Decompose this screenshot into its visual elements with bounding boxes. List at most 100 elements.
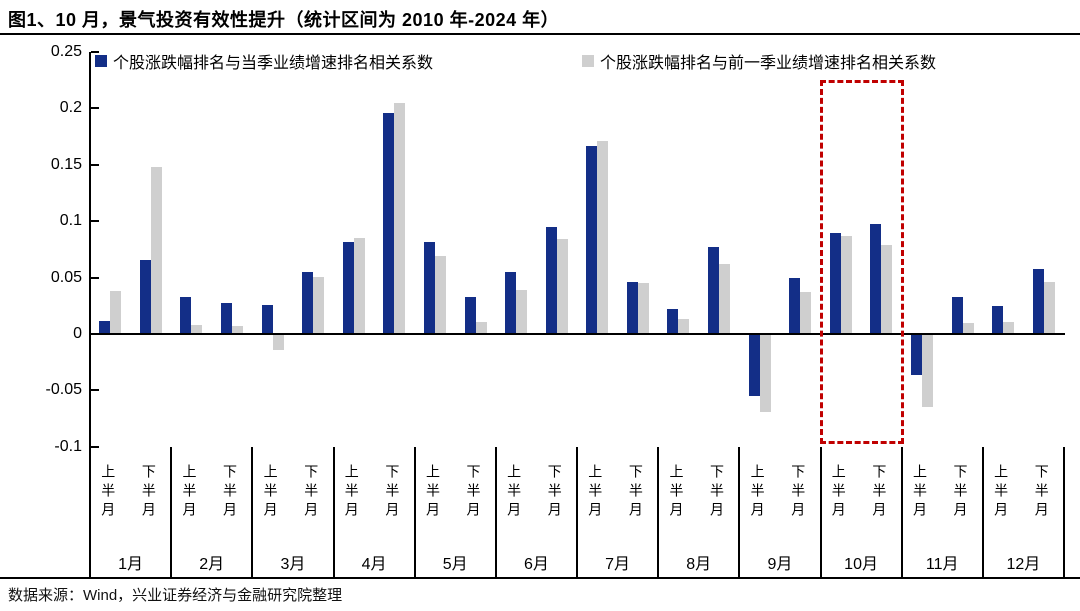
y-axis-tick-label: 0: [73, 325, 82, 342]
month-label: 10月: [844, 556, 878, 573]
bar: [272, 334, 284, 350]
half-month-label: 上半月: [262, 464, 279, 521]
half-month-label: 下半月: [465, 464, 482, 521]
half-month-label: 下半月: [384, 464, 401, 521]
y-axis-tick-label: 0.15: [50, 155, 82, 173]
bar: [475, 321, 487, 333]
chart-title: 图1、10 月，景气投资有效性提升（统计区间为 2010 年-2024 年）: [8, 10, 560, 30]
half-month-label: 下半月: [222, 464, 239, 521]
half-month-label: 上半月: [100, 464, 117, 521]
half-month-label: 上半月: [343, 464, 360, 521]
bar: [597, 141, 609, 333]
half-month-label: 下半月: [1033, 464, 1050, 521]
y-axis-tick: [91, 107, 99, 110]
bar: [748, 334, 760, 397]
bar: [626, 282, 638, 333]
bar: [637, 283, 649, 333]
y-axis-tick-label: -0.1: [54, 437, 82, 455]
bar: [464, 296, 476, 333]
october-highlight-box: [820, 80, 904, 444]
month-separator-line: [251, 447, 254, 578]
legend-swatch-blue: [95, 55, 107, 67]
bar: [261, 304, 273, 333]
legend-swatch-gray: [582, 55, 594, 67]
half-month-label: 上半月: [749, 464, 766, 521]
bar: [881, 245, 893, 333]
half-month-label: 下半月: [709, 464, 726, 521]
bar: [221, 302, 233, 333]
half-month-label: 下半月: [140, 464, 157, 521]
bar: [139, 259, 151, 333]
month-label: 8月: [686, 556, 712, 573]
bar: [99, 320, 111, 333]
half-month-label: 上半月: [668, 464, 685, 521]
bar: [759, 334, 771, 412]
month-label: 5月: [442, 556, 468, 573]
month-separator-line: [1063, 447, 1065, 578]
y-axis-tick-label: 0.25: [50, 43, 82, 60]
bar: [1032, 268, 1044, 333]
bar: [719, 264, 731, 333]
bar: [921, 334, 933, 408]
month-separator-line: [738, 447, 741, 578]
half-month-label: 下半月: [790, 464, 807, 521]
bar: [586, 145, 598, 333]
title-divider-line: [0, 33, 1080, 35]
y-axis-tick: [91, 163, 99, 166]
legend-label-current-quarter: 个股涨跌幅排名与当季业绩增速排名相关系数: [113, 55, 434, 72]
half-month-label: 上半月: [181, 464, 198, 521]
bar: [870, 223, 882, 333]
month-label: 7月: [605, 556, 631, 573]
month-separator-line: [413, 447, 416, 578]
bar: [678, 319, 690, 333]
bar: [992, 305, 1004, 333]
bar: [910, 334, 922, 375]
month-separator-line: [981, 447, 984, 578]
month-label: 9月: [767, 556, 793, 573]
half-month-label: 下半月: [871, 464, 888, 521]
bar: [394, 102, 406, 333]
bar: [829, 232, 841, 333]
month-separator-line: [89, 447, 91, 578]
month-separator-line: [332, 447, 335, 578]
bar: [423, 241, 435, 333]
y-axis-tick: [91, 276, 99, 279]
legend-item-previous-quarter: 个股涨跌幅排名与前一季业绩增速排名相关系数: [582, 49, 936, 73]
month-label: 3月: [280, 556, 306, 573]
bar: [302, 272, 314, 333]
bar: [191, 325, 203, 333]
y-axis-tick-label: 0.05: [50, 268, 82, 286]
data-source-text: 数据来源：Wind，兴业证券经济与金融研究院整理: [8, 587, 343, 604]
bar: [434, 256, 446, 333]
footer-divider-line: [0, 577, 1080, 579]
month-separator-line: [576, 447, 578, 578]
month-label: 1月: [118, 556, 144, 573]
bar: [556, 239, 568, 333]
half-month-label: 下半月: [303, 464, 320, 521]
month-separator-line: [900, 447, 903, 578]
y-axis-tick: [91, 445, 99, 448]
bar: [110, 291, 122, 333]
month-separator-line: [494, 447, 497, 578]
y-axis-tick: [91, 51, 99, 53]
bar: [180, 296, 192, 333]
half-month-label: 上半月: [993, 464, 1010, 521]
zero-baseline: [89, 333, 1065, 335]
bar: [353, 238, 365, 333]
bar: [232, 326, 244, 333]
y-axis-tick-label: 0.2: [59, 99, 82, 117]
month-separator-line: [819, 447, 822, 578]
bar: [516, 290, 528, 333]
bar: [150, 167, 162, 333]
bar: [342, 241, 354, 333]
month-label: 12月: [1006, 556, 1041, 573]
half-month-label: 上半月: [911, 464, 928, 521]
half-month-label: 上半月: [587, 464, 604, 521]
month-label: 6月: [523, 556, 549, 573]
legend-item-current-quarter: 个股涨跌幅排名与当季业绩增速排名相关系数: [95, 49, 433, 73]
month-label: 4月: [361, 556, 387, 573]
bar: [1043, 282, 1055, 333]
bar: [667, 309, 679, 333]
bar: [545, 226, 557, 333]
